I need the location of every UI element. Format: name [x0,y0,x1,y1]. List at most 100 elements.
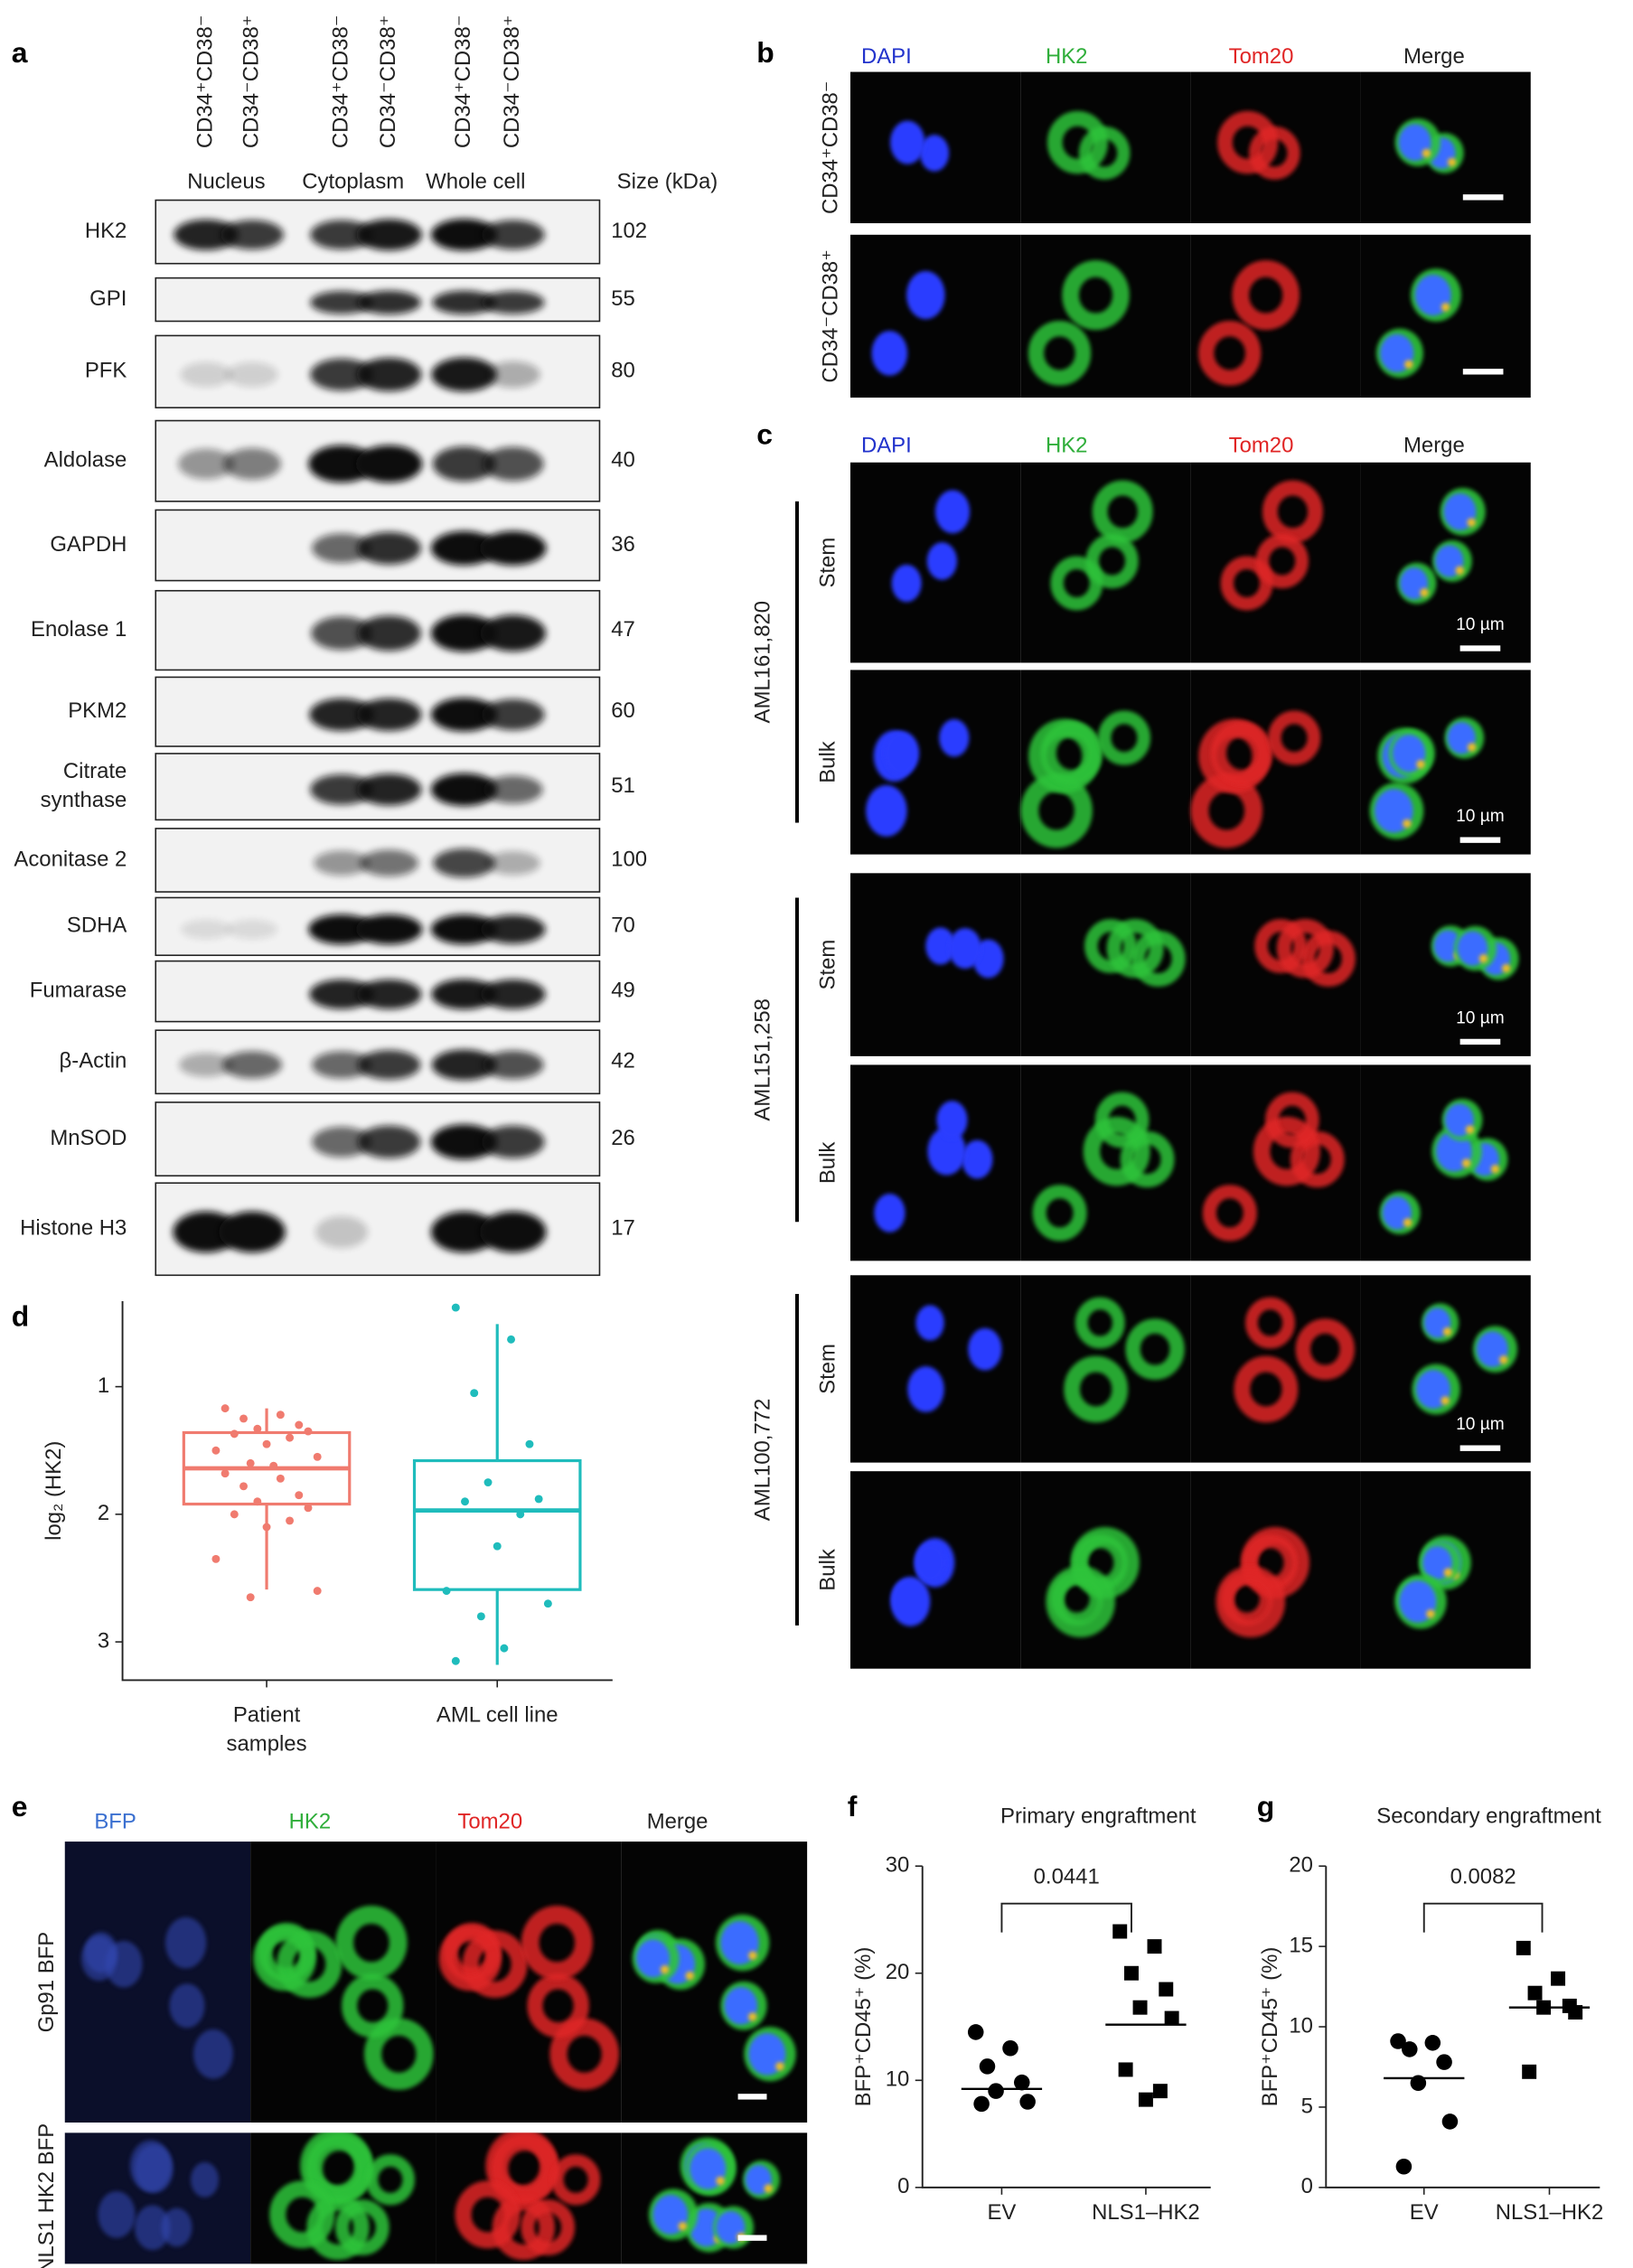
point [1118,2062,1133,2077]
cell [134,2144,174,2193]
point [507,1335,516,1344]
size-label: 49 [611,978,635,1002]
size-label: 47 [611,617,635,642]
point [1551,1971,1566,1986]
band [430,773,498,806]
protein-label: PKM2 [68,698,127,723]
band [180,361,232,388]
size-label: 36 [611,532,635,557]
protein-label: Aconitase 2 [14,847,127,871]
point [253,1497,262,1506]
image-panel [1190,1471,1361,1669]
band [431,357,497,392]
cell [1455,566,1465,576]
box [412,1458,582,1591]
band [310,220,373,250]
scale-label: 10 µm [1456,1008,1505,1027]
panel-label: g [1257,1790,1274,1823]
cell [1441,1396,1450,1405]
band [480,1211,547,1253]
fraction-label: Cytoplasm [302,170,404,194]
size-label: 26 [611,1126,635,1150]
y-tick-label: 3 [98,1628,109,1653]
band [308,445,375,483]
band [227,919,278,940]
point [276,1410,285,1420]
cell [334,2199,389,2255]
point [304,1504,313,1513]
cell [1461,1158,1471,1168]
cell [1094,1092,1150,1148]
cell [1443,1568,1453,1578]
point [313,1587,322,1596]
chart-title: Secondary engraftment [1376,1804,1601,1828]
point [276,1474,285,1483]
point [1132,2000,1148,2015]
protein-label: β-Actin [59,1049,127,1073]
cell [191,2161,220,2198]
point [451,1303,460,1312]
point [239,1414,249,1423]
band [430,1211,498,1253]
cell [748,1951,757,1960]
band [221,220,284,250]
x-tick-label: EV [1410,2200,1439,2225]
point [1152,2084,1168,2099]
cell [1202,1185,1257,1242]
channel-label: HK2 [1046,434,1088,458]
panel-label: b [756,36,774,69]
protein-label: GPI [89,286,127,311]
y-tick-label: 5 [1301,2094,1313,2118]
band [356,357,422,391]
point [442,1587,451,1596]
point [451,1656,460,1665]
y-tick-label: 20 [1289,1853,1313,1878]
row-label: NLS1 HK2 BFP [34,2123,59,2268]
scale-label: 10 µm [1456,615,1505,634]
cell [939,718,970,757]
band [223,447,282,480]
cell [1234,1355,1299,1423]
band [312,1051,371,1079]
point [304,1427,313,1436]
point [239,1482,249,1491]
cell [1032,1185,1087,1242]
band [433,848,495,878]
band [355,914,423,945]
size-label: 55 [611,286,635,311]
cell [438,1926,502,1992]
point [1164,2010,1179,2026]
point [1112,1924,1128,1939]
channel-label: Merge [1403,44,1465,69]
size-label: 42 [611,1049,635,1073]
panel-label: e [12,1790,28,1823]
point [246,1458,255,1467]
point [1395,2158,1412,2175]
scale-bar [1459,1445,1501,1451]
band [357,290,421,314]
point [973,2095,990,2113]
band [174,219,239,250]
cell [269,2180,335,2249]
cell [98,2191,136,2238]
cell [193,2029,233,2079]
point [1124,1965,1139,1981]
cell [1028,320,1092,386]
cell [1422,148,1431,158]
panel-label: f [848,1790,858,1823]
sample-label: AML161,820 [751,601,775,724]
cell [335,1906,408,1981]
point [1019,2094,1036,2110]
band [311,616,372,651]
cell [1198,320,1262,386]
band [481,914,546,944]
point [461,1497,469,1506]
band [485,851,540,876]
size-header: Size (kDa) [617,170,718,194]
point [1138,2092,1153,2107]
band [357,1125,421,1158]
protein-label: MnSOD [50,1126,127,1150]
point [230,1429,239,1439]
cell [1254,919,1307,973]
